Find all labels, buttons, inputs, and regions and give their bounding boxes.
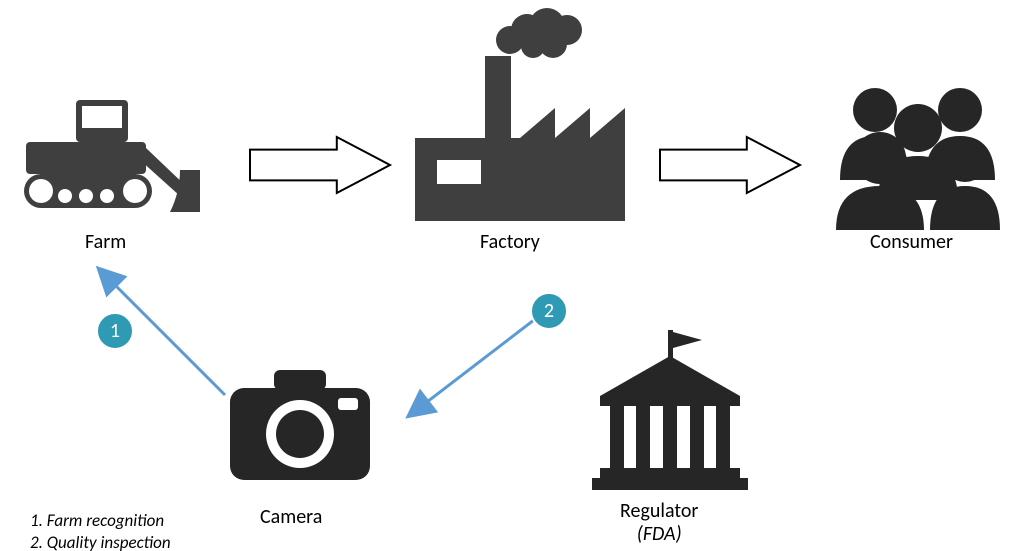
farm-label: Farm (85, 230, 126, 254)
flow-arrow-icon (660, 137, 800, 193)
footnote-2: 2. Quality inspection (30, 532, 171, 551)
diagram-canvas: Farm (0, 0, 1024, 551)
footnote-1: 1. Farm recognition (30, 510, 164, 531)
regulator-label: Regulator (FDA) (620, 500, 698, 546)
badge-number: 1 (110, 319, 120, 343)
flow-arrow-icon (250, 137, 390, 193)
regulator-icon (590, 330, 750, 490)
regulator-label-line2: (FDA) (637, 523, 682, 546)
consumer-label: Consumer (870, 230, 953, 254)
callout-badge-2: 2 (530, 292, 568, 330)
factory-icon (415, 8, 625, 233)
badge-number: 2 (544, 299, 554, 323)
camera-icon (230, 370, 370, 495)
callout-badge-1: 1 (96, 312, 134, 350)
farm-icon (20, 100, 200, 230)
factory-label: Factory (480, 230, 540, 254)
regulator-label-line1: Regulator (620, 500, 698, 523)
consumer-icon (820, 80, 1015, 230)
camera-label: Camera (260, 505, 322, 529)
